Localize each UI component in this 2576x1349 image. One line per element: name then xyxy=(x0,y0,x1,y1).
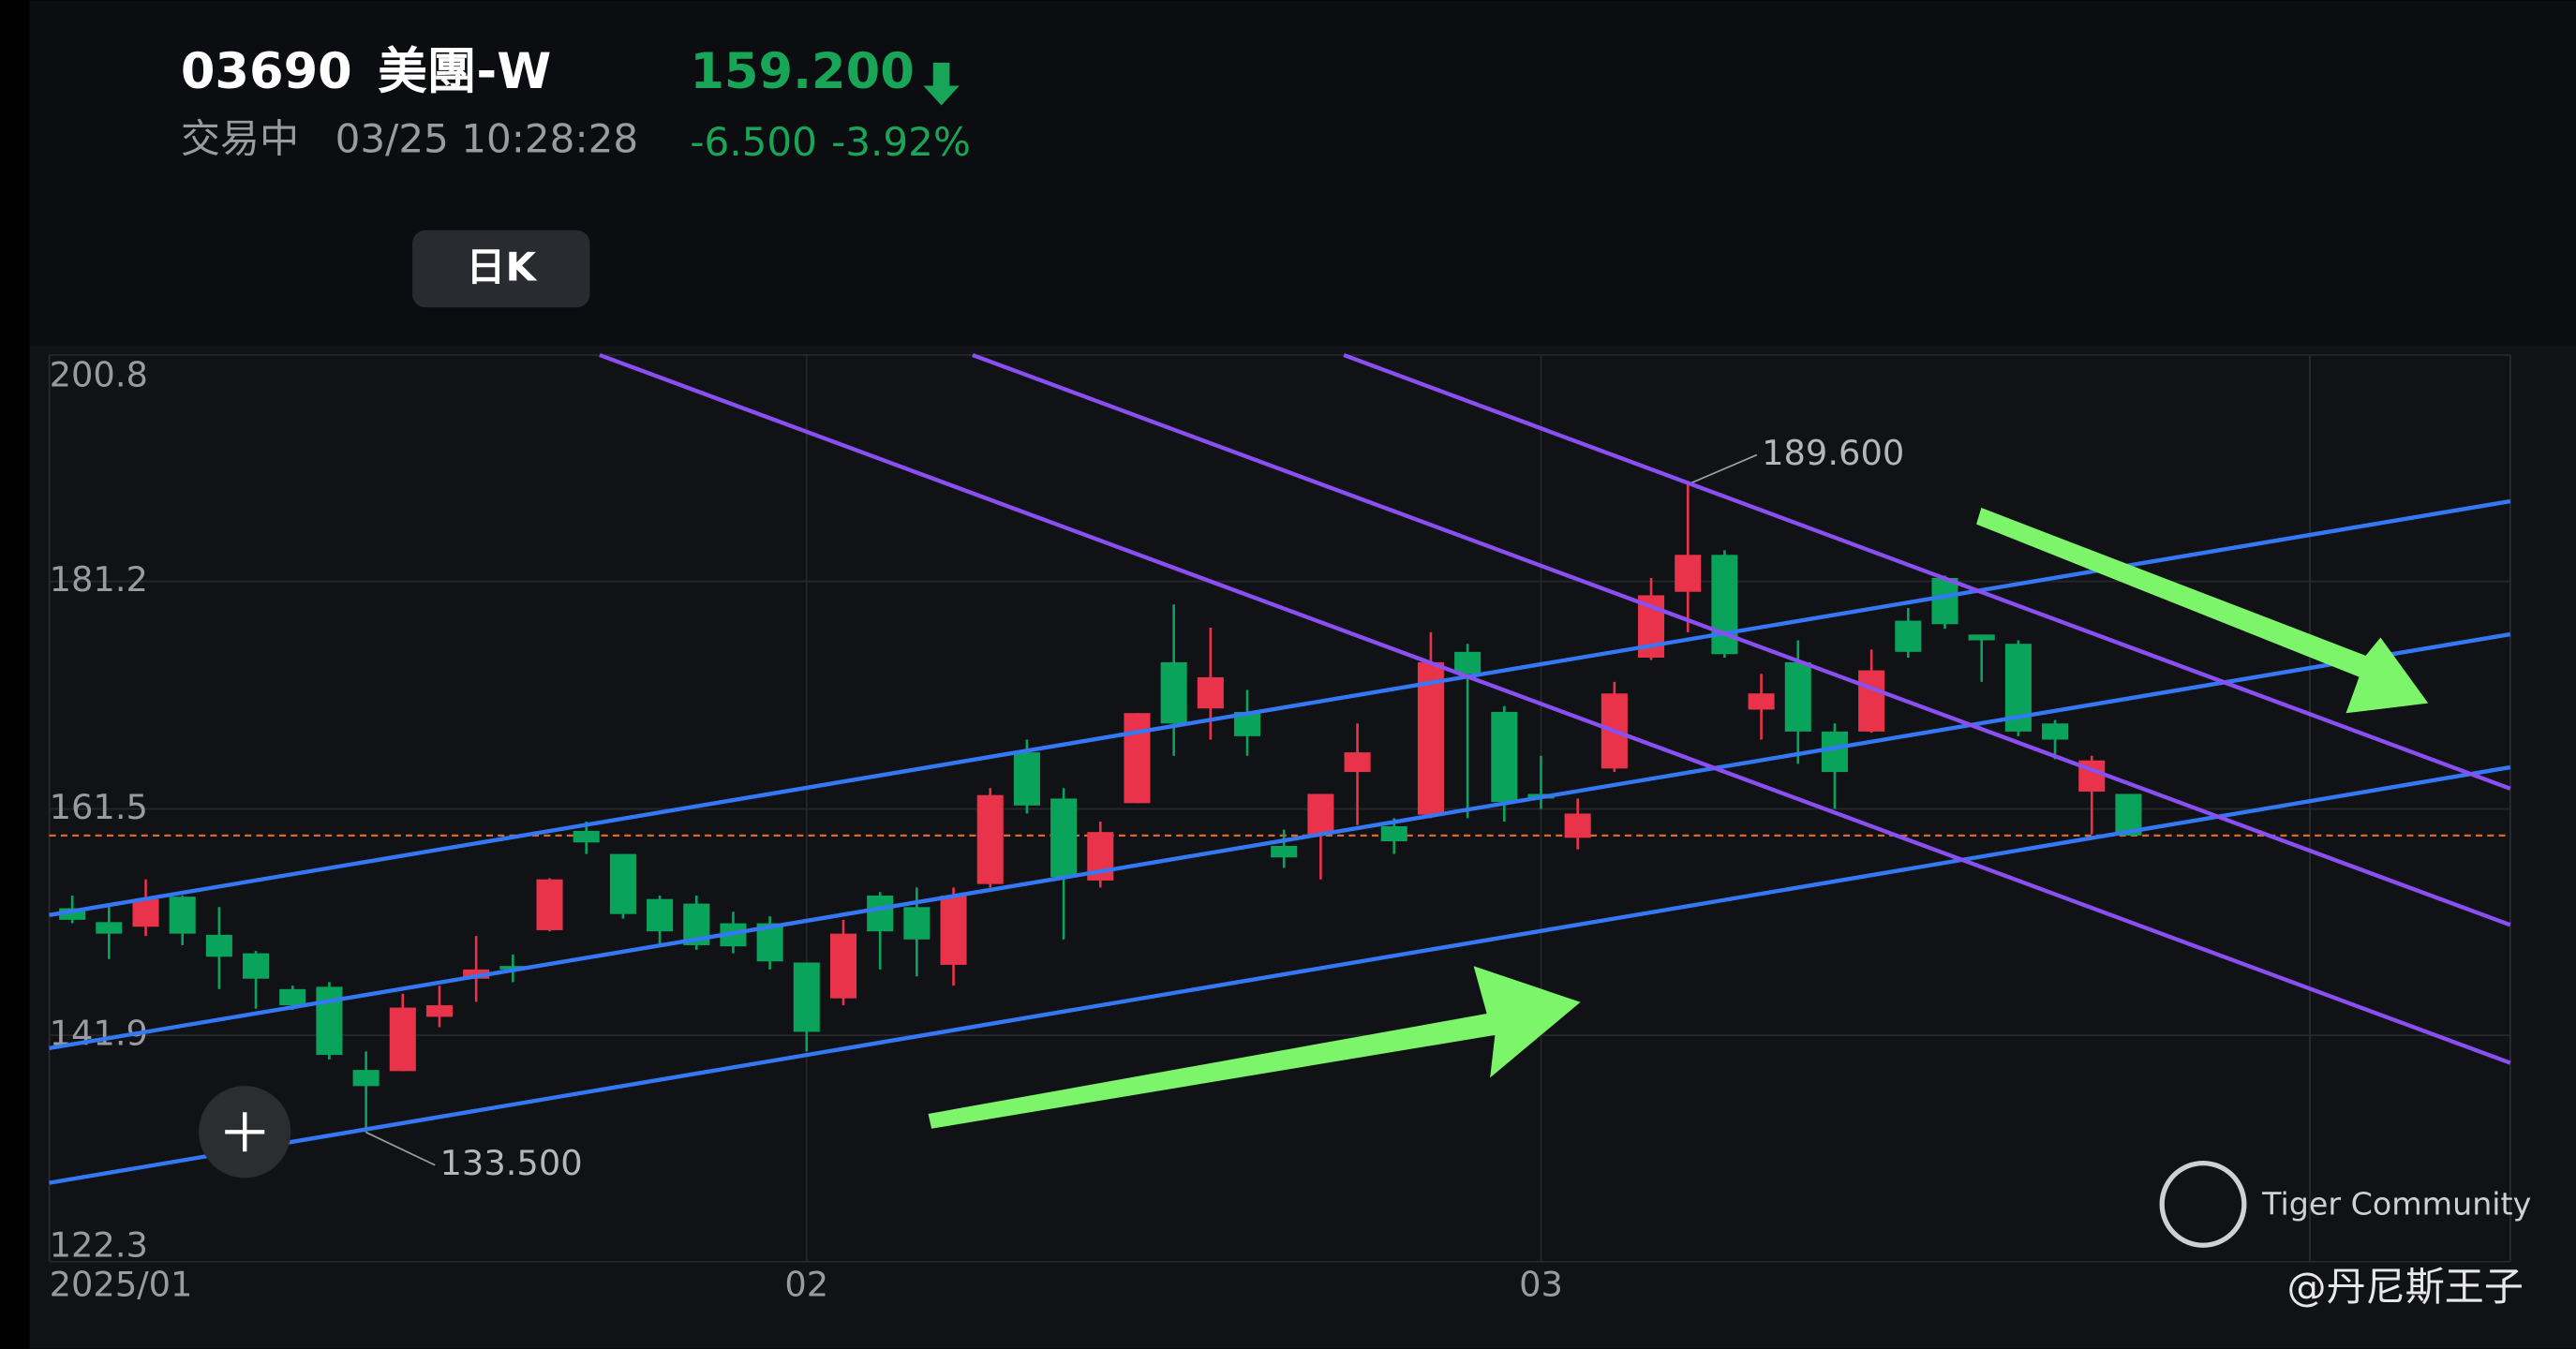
candle-body xyxy=(1271,845,1298,858)
status: 交易中 xyxy=(181,116,299,162)
candle-body xyxy=(1748,693,1775,710)
add-icon xyxy=(225,1112,265,1152)
trendline xyxy=(49,764,2511,1185)
candle-body xyxy=(96,922,123,934)
candle-body xyxy=(573,830,600,843)
change-pct: -3.92% xyxy=(831,119,971,165)
candle-body xyxy=(389,1007,416,1072)
candle-body xyxy=(829,933,857,999)
candle-body xyxy=(1380,825,1407,842)
candle-body xyxy=(1895,620,1922,652)
annotation-leader xyxy=(1687,453,1758,485)
author: @丹尼斯王子 xyxy=(2287,1264,2524,1310)
candle-body xyxy=(1858,670,1885,732)
down-arrow-icon xyxy=(923,62,960,106)
x-tick-label: 02 xyxy=(784,1265,828,1305)
stock-code: 03690 xyxy=(181,43,352,100)
watermark: Tiger Community xyxy=(2261,1186,2531,1223)
annotation-label: 189.600 xyxy=(1762,433,1904,473)
candle-body xyxy=(463,969,490,979)
candle-body xyxy=(793,962,820,1032)
candle-body xyxy=(352,1070,380,1087)
candle-body xyxy=(1050,798,1078,878)
candle-body xyxy=(1454,651,1482,674)
change: -6.500 xyxy=(690,119,817,165)
trendlines xyxy=(49,352,2511,1185)
trendline xyxy=(599,352,2511,1065)
candle-body xyxy=(169,897,196,934)
candle-body xyxy=(1417,661,1444,815)
candle-body xyxy=(205,934,232,957)
candle-body xyxy=(1821,731,1848,773)
arrow-up xyxy=(928,966,1581,1129)
candle-body xyxy=(2042,723,2069,740)
time: 03/25 10:28:28 xyxy=(335,116,638,162)
trendline xyxy=(1343,352,2511,791)
candle-body xyxy=(940,895,967,965)
candle-body xyxy=(609,853,636,914)
candle-body xyxy=(1124,713,1151,804)
candle-body xyxy=(425,1005,454,1017)
candle-body xyxy=(903,907,931,940)
period-button[interactable] xyxy=(412,230,590,308)
y-tick-label: 122.3 xyxy=(50,1224,148,1265)
candle-body xyxy=(1931,577,1958,625)
candle-body xyxy=(1197,676,1224,709)
candle-body xyxy=(1344,752,1371,773)
trendline xyxy=(972,352,2511,927)
candle-body xyxy=(536,879,563,930)
candle-body xyxy=(243,953,270,979)
x-tick-label: 03 xyxy=(1519,1265,1563,1305)
annotation-label: 133.500 xyxy=(440,1143,583,1183)
annotation-leader xyxy=(365,1131,436,1166)
x-tick-label: 2025/01 xyxy=(50,1265,193,1305)
logo xyxy=(2159,1160,2247,1248)
period-button-label[interactable]: 日K xyxy=(466,244,537,289)
candle-body xyxy=(316,986,343,1056)
y-tick-label: 200.8 xyxy=(50,354,148,394)
candle-body xyxy=(1013,752,1040,806)
y-tick-label: 161.5 xyxy=(50,787,148,827)
candle-body xyxy=(1160,661,1187,724)
candle-body xyxy=(647,898,674,932)
stock-name: 美團-W xyxy=(378,43,551,100)
candle-body xyxy=(1968,634,1995,641)
y-tick-label: 181.2 xyxy=(50,559,148,600)
candle-body xyxy=(1675,555,1702,592)
candle-body xyxy=(1784,661,1811,732)
arrow-down xyxy=(1976,508,2429,714)
chart-area xyxy=(29,345,2576,1349)
candle-body xyxy=(1307,793,1334,835)
candle-body xyxy=(499,966,527,970)
price: 159.200 xyxy=(690,43,914,100)
candle-body xyxy=(132,898,159,927)
candle-body xyxy=(1491,711,1518,803)
candle-body xyxy=(1564,813,1591,838)
trendline xyxy=(49,631,2511,1051)
candle-body xyxy=(976,794,1004,884)
candle-body xyxy=(279,988,306,1006)
candle-body xyxy=(867,895,894,932)
